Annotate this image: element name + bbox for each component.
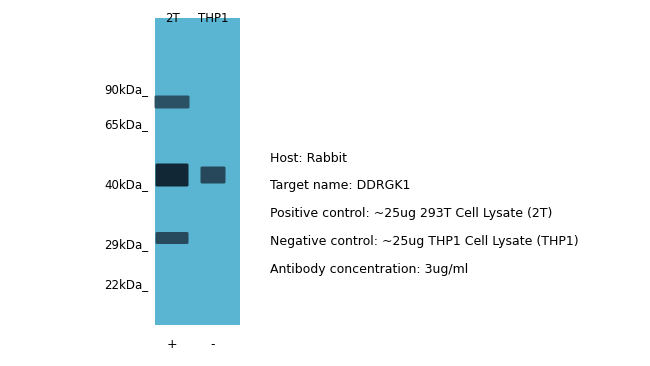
- FancyBboxPatch shape: [155, 96, 190, 108]
- Text: 22kDa_: 22kDa_: [104, 279, 148, 291]
- Text: 90kDa_: 90kDa_: [104, 83, 148, 97]
- Text: 29kDa_: 29kDa_: [104, 239, 148, 251]
- Text: -: -: [211, 338, 215, 351]
- Text: THP1: THP1: [198, 12, 228, 25]
- FancyBboxPatch shape: [155, 164, 188, 187]
- Bar: [155, 18, 240, 325]
- Text: 2T: 2T: [164, 12, 179, 25]
- Text: Negative control: ~25ug THP1 Cell Lysate (THP1): Negative control: ~25ug THP1 Cell Lysate…: [270, 235, 578, 249]
- Text: +: +: [166, 338, 177, 351]
- Text: Host: Rabbit: Host: Rabbit: [270, 152, 347, 164]
- Text: Positive control: ~25ug 293T Cell Lysate (2T): Positive control: ~25ug 293T Cell Lysate…: [270, 208, 552, 220]
- FancyBboxPatch shape: [200, 167, 226, 183]
- Text: 65kDa_: 65kDa_: [104, 119, 148, 131]
- FancyBboxPatch shape: [155, 232, 188, 244]
- Text: Antibody concentration: 3ug/ml: Antibody concentration: 3ug/ml: [270, 264, 468, 276]
- Text: 40kDa_: 40kDa_: [104, 179, 148, 191]
- Text: Target name: DDRGK1: Target name: DDRGK1: [270, 179, 410, 193]
